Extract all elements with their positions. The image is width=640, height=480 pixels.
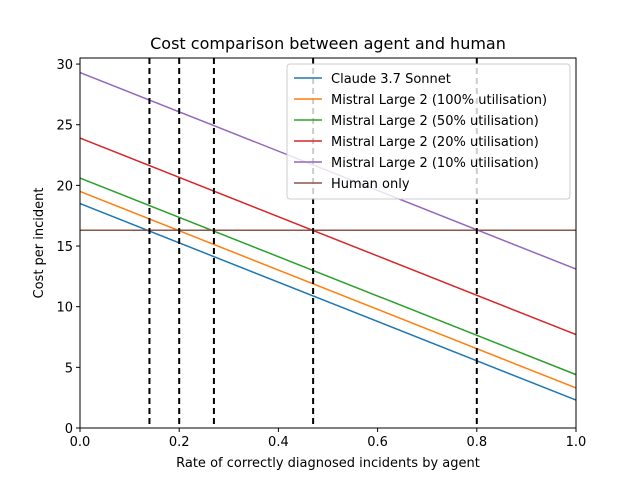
x-tick-label: 0.8 [466, 435, 487, 450]
y-tick-label: 10 [56, 301, 73, 316]
series-line-0 [79, 202, 577, 401]
y-axis: 0 5 10 15 20 25 30 [56, 58, 80, 437]
x-axis: 0.0 0.2 0.4 0.6 0.8 1.0 [70, 428, 587, 450]
series-line-2 [79, 177, 577, 376]
y-tick-label: 25 [56, 119, 73, 134]
legend-label-5: Human only [331, 177, 410, 192]
x-tick-label: 0.2 [169, 435, 190, 450]
x-tick-label: 0.4 [268, 435, 289, 450]
legend-box [286, 63, 571, 200]
x-tick-label: 0.0 [70, 435, 91, 450]
chart-title: Cost comparison between agent and human [150, 34, 506, 53]
y-tick-label: 15 [56, 240, 73, 255]
y-tick-label: 0 [65, 422, 73, 437]
plot-frame [79, 57, 577, 429]
legend-label-1: Mistral Large 2 (100% utilisation) [331, 93, 547, 108]
x-tick-label: 0.6 [367, 435, 388, 450]
series-line-3 [79, 137, 577, 336]
series-line-1 [79, 190, 577, 389]
y-tick-label: 5 [65, 361, 73, 376]
legend-label-0: Claude 3.7 Sonnet [331, 72, 451, 87]
legend: Claude 3.7 Sonnet Mistral Large 2 (100% u… [286, 63, 571, 200]
x-axis-label: Rate of correctly diagnosed incidents by… [176, 456, 480, 471]
y-axis-label: Cost per incident [32, 188, 47, 299]
y-tick-label: 30 [56, 58, 73, 73]
legend-label-2: Mistral Large 2 (50% utilisation) [331, 114, 539, 129]
legend-label-3: Mistral Large 2 (20% utilisation) [331, 135, 539, 150]
x-tick-label: 1.0 [566, 435, 587, 450]
legend-label-4: Mistral Large 2 (10% utilisation) [331, 156, 539, 171]
y-tick-label: 20 [56, 179, 73, 194]
